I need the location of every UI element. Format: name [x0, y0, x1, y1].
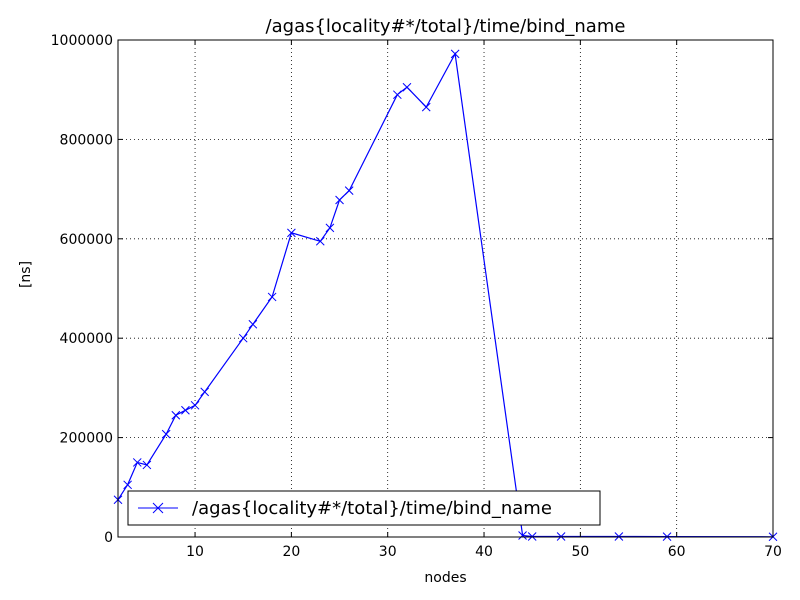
- x-tick-label: 20: [282, 544, 300, 560]
- x-tick-label: 70: [764, 544, 782, 560]
- axis-ticks: 10 20 30 40 50 60 70 0 200000 400000 600000 800000 1…: [51, 33, 782, 560]
- y-tick-label: 600000: [60, 232, 113, 248]
- data-point-marker: [132, 458, 142, 467]
- x-tick-label: 30: [379, 544, 397, 560]
- legend: /agas{locality#*/total}/time/bind_name: [127, 490, 601, 526]
- data-point-marker: [344, 186, 354, 195]
- data-point-marker: [402, 82, 412, 92]
- data-point-marker: [181, 405, 190, 415]
- data-point-marker: [123, 480, 132, 490]
- data-point-marker: [325, 223, 335, 233]
- y-tick-label: 0: [104, 530, 113, 546]
- series-line: [118, 52, 773, 537]
- x-tick-label: 60: [668, 544, 686, 560]
- data-point-marker: [200, 387, 210, 397]
- legend-label: /agas{locality#*/total}/time/bind_name: [192, 498, 552, 519]
- series-layer: [113, 49, 778, 542]
- grid-lines: [118, 39, 774, 538]
- data-point-marker: [142, 460, 152, 470]
- data-point-marker: [392, 90, 402, 100]
- chart-title: /agas{locality#*/total}/time/bind_name: [266, 16, 626, 37]
- x-tick-label: 40: [475, 544, 493, 560]
- data-point-marker: [248, 319, 258, 329]
- y-tick-label: 1000000: [51, 33, 113, 49]
- plot-area-frame: [117, 39, 774, 538]
- x-axis-title: nodes: [424, 570, 466, 586]
- legend-box: [127, 490, 601, 526]
- x-tick-label: 50: [571, 544, 589, 560]
- y-tick-label: 400000: [60, 331, 113, 347]
- data-point-marker: [161, 429, 171, 439]
- y-tick-label: 200000: [60, 431, 113, 447]
- data-point-marker: [171, 410, 181, 420]
- data-point-marker: [267, 292, 277, 302]
- data-point-marker: [287, 228, 296, 238]
- data-point-marker: [450, 49, 460, 59]
- data-point-marker: [518, 531, 527, 540]
- x-tick-label: 10: [186, 544, 204, 560]
- data-point-marker: [238, 333, 248, 343]
- data-point-marker: [190, 400, 200, 410]
- data-point-marker: [315, 236, 325, 246]
- y-tick-label: 800000: [60, 132, 113, 148]
- y-axis-title: [ns]: [18, 261, 34, 288]
- data-point-marker: [421, 102, 431, 112]
- data-point-marker: [335, 195, 344, 205]
- legend-marker-x: [152, 502, 164, 514]
